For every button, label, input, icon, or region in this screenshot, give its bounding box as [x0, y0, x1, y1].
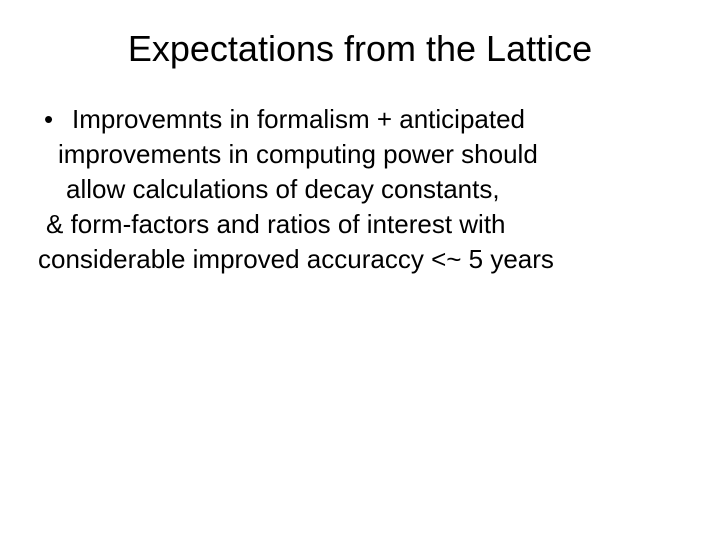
bullet-mark-icon: • [38, 102, 72, 137]
bullet-line-4: & form-factors and ratios of interest wi… [38, 207, 682, 242]
slide-title: Expectations from the Lattice [0, 0, 720, 80]
bullet-line-2: improvements in computing power should [38, 137, 682, 172]
bullet-item: • Improvemnts in formalism + anticipated [38, 102, 682, 137]
bullet-line-3: allow calculations of decay constants, [38, 172, 682, 207]
slide-body: • Improvemnts in formalism + anticipated… [0, 80, 720, 277]
bullet-line-5: considerable improved accuraccy <~ 5 yea… [38, 242, 682, 277]
slide: Expectations from the Lattice • Improvem… [0, 0, 720, 540]
bullet-line-1: Improvemnts in formalism + anticipated [72, 102, 525, 137]
